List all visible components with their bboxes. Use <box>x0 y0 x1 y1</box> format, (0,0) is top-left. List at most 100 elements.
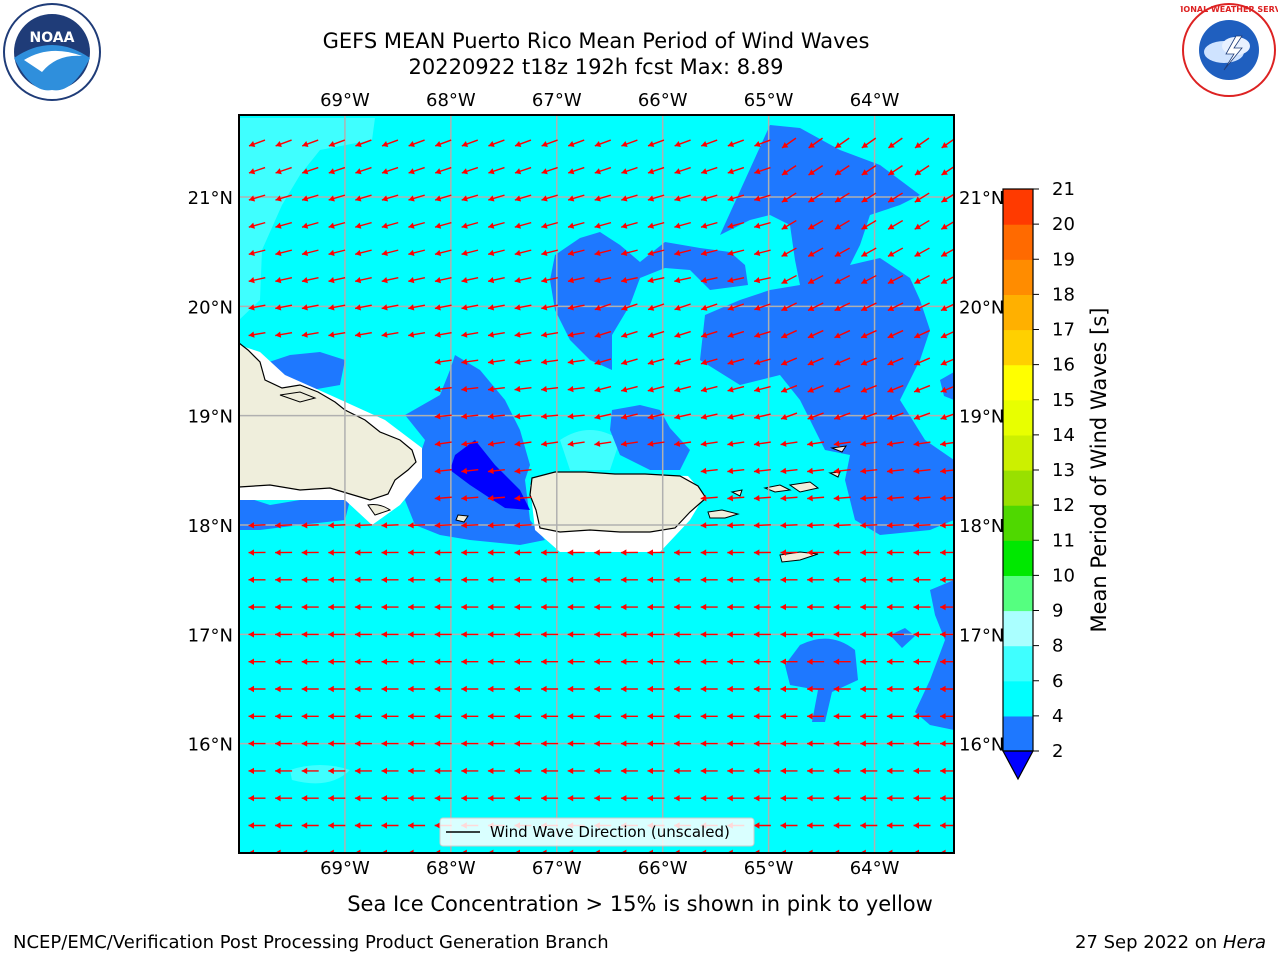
wave-direction-arrow-head <box>248 822 254 829</box>
wave-direction-arrow-head <box>487 740 494 747</box>
wave-direction-arrow-head <box>780 631 786 638</box>
wave-direction-arrow-head <box>753 658 760 665</box>
wave-direction-arrow-head <box>807 631 813 638</box>
wave-direction-arrow-head <box>887 332 895 339</box>
wave-direction-arrow-head <box>753 440 760 447</box>
wave-direction-arrow-head <box>275 222 282 229</box>
wave-direction-arrow-head <box>833 522 840 529</box>
wave-direction-arrow-head <box>567 358 574 365</box>
wave-direction-arrow-head <box>381 195 389 202</box>
wave-direction-arrow-head <box>328 658 334 665</box>
wave-direction-arrow-head <box>701 304 708 311</box>
wave-direction-arrow-head <box>674 168 681 175</box>
wave-direction-arrow-head <box>887 278 895 284</box>
wave-direction-arrow-head <box>408 304 415 311</box>
wave-direction-arrow-head <box>488 141 495 148</box>
wave-direction-arrow-head <box>248 549 255 556</box>
colorbar-segment <box>1003 189 1033 225</box>
wave-direction-arrow-head <box>621 141 628 148</box>
wave-direction-arrow-head <box>700 413 708 420</box>
wave-direction-arrow-head <box>647 549 654 556</box>
wave-direction-arrow-head <box>886 549 893 556</box>
wave-direction-arrow-head <box>275 331 282 338</box>
latitude-label: 16°N <box>188 735 233 756</box>
wave-direction-arrow-head <box>620 740 627 747</box>
colorbar-segment <box>1003 645 1033 682</box>
wave-direction-arrow-head <box>621 359 628 366</box>
wave-direction-arrow-head <box>860 740 866 747</box>
wave-direction-arrow-head <box>914 169 922 175</box>
wave-direction-arrow-head <box>408 222 415 229</box>
wave-direction-arrow-head <box>568 222 575 229</box>
land-saona-island <box>367 504 392 516</box>
wave-direction-arrow-head <box>301 331 308 338</box>
wave-direction-arrow-head <box>514 249 521 257</box>
nws-logo-text: NATIONAL WEATHER SERVICE <box>1180 5 1278 14</box>
wave-direction-arrow-head <box>594 631 600 638</box>
wave-direction-arrow-head <box>408 249 415 257</box>
wave-direction-arrow-head <box>647 685 653 693</box>
wave-direction-arrow-head <box>913 494 920 502</box>
wave-direction-arrow-head <box>861 278 868 284</box>
colorbar-tick-label: 6 <box>1052 671 1063 692</box>
wave-direction-arrow-head <box>434 358 441 365</box>
wave-direction-arrow-head <box>700 522 707 529</box>
wave-direction-arrow-head <box>860 603 866 611</box>
wave-direction-arrow-head <box>674 141 681 148</box>
wave-direction-arrow-head <box>807 576 813 583</box>
wave-direction-arrow-head <box>941 278 948 284</box>
wave-direction-arrow-head <box>381 631 387 638</box>
colorbar-segment <box>1003 224 1033 260</box>
wave-direction-arrow-head <box>275 168 282 175</box>
wave-direction-arrow-head <box>434 631 441 638</box>
wave-direction-arrow-head <box>514 795 520 802</box>
colorbar-tick-label: 14 <box>1052 425 1075 446</box>
wave-direction-arrow-head <box>434 467 441 475</box>
wave-direction-arrow-head <box>647 603 653 611</box>
wave-direction-arrow-head <box>328 685 334 693</box>
wave-direction-arrow-head <box>434 304 441 311</box>
wave-direction-arrow-head <box>807 740 813 747</box>
wave-direction-arrow-head <box>541 795 547 802</box>
wave-direction-arrow-head <box>434 658 441 665</box>
wave-direction-arrow-head <box>700 440 707 447</box>
wave-direction-arrow-head <box>727 685 733 693</box>
wave-direction-arrow-head <box>381 549 388 556</box>
wave-direction-arrow-head <box>514 685 520 693</box>
land-st-john <box>788 481 820 493</box>
wave-direction-arrow-head <box>914 250 921 257</box>
wave-direction-arrow-head <box>275 685 281 693</box>
wave-direction-arrow-head <box>887 359 894 366</box>
wave-direction-arrow-head <box>621 168 628 175</box>
arrow-legend: Wind Wave Direction (unscaled) <box>439 817 755 847</box>
wave-direction-arrow-head <box>301 795 308 802</box>
wave-direction-arrow-head <box>621 331 628 339</box>
wave-direction-arrow-head <box>487 658 494 665</box>
colorbar-extend-triangle <box>1001 750 1035 781</box>
wave-direction-arrow-head <box>940 467 946 475</box>
wave-direction-arrow-head <box>354 631 361 638</box>
wave-direction-arrow-head <box>754 277 761 284</box>
wave-direction-arrow-head <box>647 576 653 583</box>
wave-period-6-8-patch <box>560 430 620 470</box>
colorbar-segment <box>1003 540 1033 576</box>
wave-direction-arrow-head <box>701 359 708 366</box>
wave-direction-arrow-head <box>594 795 600 802</box>
wave-direction-arrow-head <box>408 141 415 148</box>
footer-host: Hera <box>1222 932 1266 953</box>
wave-direction-arrow-head <box>594 658 600 665</box>
wave-direction-arrow-head <box>834 223 842 230</box>
wave-direction-arrow-head <box>727 603 733 611</box>
wave-direction-arrow-head <box>567 713 574 720</box>
wave-direction-arrow-head <box>487 440 494 447</box>
wave-direction-arrow-head <box>461 222 468 229</box>
noaa-logo: NOAA <box>2 2 102 102</box>
colorbar-segment <box>1003 259 1033 295</box>
wave-direction-arrow-head <box>354 685 361 693</box>
wave-direction-arrow-head <box>435 222 442 229</box>
wave-direction-arrow-head <box>913 685 919 693</box>
wave-direction-arrow-head <box>807 386 814 393</box>
wave-direction-arrow-head <box>514 522 521 529</box>
wave-direction-arrow-head <box>487 522 494 529</box>
longitude-label: 67°W <box>532 90 582 111</box>
